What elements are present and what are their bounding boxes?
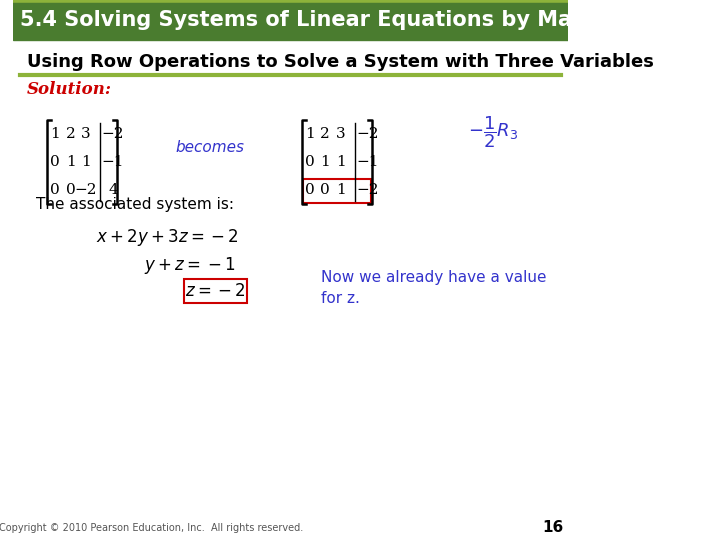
Text: 0: 0	[66, 183, 76, 197]
Text: $-\dfrac{1}{2}R_3$: $-\dfrac{1}{2}R_3$	[468, 114, 518, 150]
Text: 1: 1	[50, 127, 60, 141]
Text: 0: 0	[305, 155, 315, 169]
Text: 0: 0	[50, 183, 60, 197]
Text: Copyright © 2010 Pearson Education, Inc.  All rights reserved.: Copyright © 2010 Pearson Education, Inc.…	[0, 523, 304, 533]
Text: 2: 2	[66, 127, 76, 141]
Text: 1: 1	[81, 155, 91, 169]
Text: Solution:: Solution:	[27, 82, 112, 98]
Text: becomes: becomes	[175, 140, 244, 156]
Text: 0: 0	[320, 183, 330, 197]
Bar	[303, 179, 371, 203]
Text: 2: 2	[320, 127, 330, 141]
Text: $x + 2y + 3z = -2$: $x + 2y + 3z = -2$	[96, 227, 238, 248]
Text: 5.4 Solving Systems of Linear Equations by Matrix Methods: 5.4 Solving Systems of Linear Equations …	[20, 10, 720, 30]
Text: 1: 1	[320, 155, 330, 169]
Text: −2: −2	[102, 127, 125, 141]
Text: 0: 0	[305, 183, 315, 197]
Bar	[13, 0, 568, 40]
Text: $y + z = -1$: $y + z = -1$	[145, 254, 236, 275]
Text: $z = -2$: $z = -2$	[184, 284, 245, 300]
Text: 3: 3	[336, 127, 346, 141]
Text: −1: −1	[356, 155, 379, 169]
Text: −2: −2	[356, 183, 379, 197]
Bar	[184, 279, 247, 303]
Text: −2: −2	[356, 127, 379, 141]
Text: 1: 1	[336, 183, 346, 197]
Text: Now we already have a value
for z.: Now we already have a value for z.	[321, 270, 547, 306]
Text: Using Row Operations to Solve a System with Three Variables: Using Row Operations to Solve a System w…	[27, 53, 653, 71]
Text: 1: 1	[336, 155, 346, 169]
Text: −1: −1	[102, 155, 125, 169]
Text: 16: 16	[542, 521, 564, 536]
Text: 4: 4	[108, 183, 118, 197]
Text: The associated system is:: The associated system is:	[36, 198, 234, 213]
Text: 1: 1	[66, 155, 76, 169]
Text: 1: 1	[305, 127, 315, 141]
Text: −2: −2	[75, 183, 97, 197]
Text: 0: 0	[50, 155, 60, 169]
Text: 3: 3	[81, 127, 91, 141]
